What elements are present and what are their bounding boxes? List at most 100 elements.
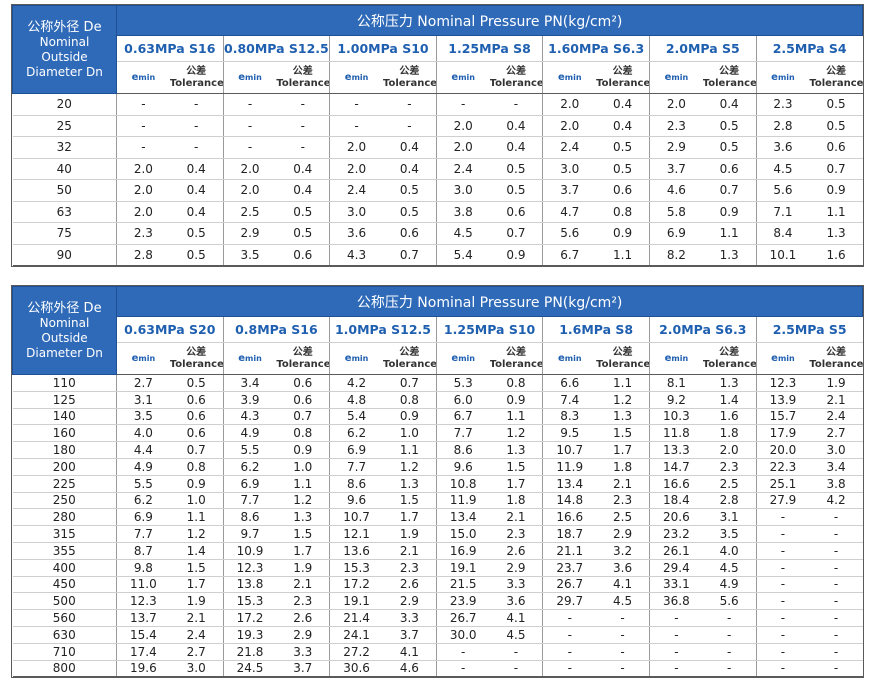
emin-cell: - xyxy=(648,609,703,627)
tolerance-cell: - xyxy=(702,660,757,678)
table-row: 225 5.5 0.9 6.9 1.1 8.6 1.3 10.8 1.7 13.4 2.1 16.6 2… xyxy=(12,475,863,493)
tolerance-cell: 1.0 xyxy=(276,458,330,476)
emin-cell: 16.6 xyxy=(648,475,703,493)
tolerance-cell: - xyxy=(596,660,650,678)
tolerance-cell: 1.9 xyxy=(382,525,437,543)
tolerance-cell: 0.9 xyxy=(489,391,543,409)
tolerance-cell: 0.5 xyxy=(382,179,437,202)
emin-cell: - xyxy=(755,643,810,661)
tolerance-en: Tolerance xyxy=(596,358,650,370)
tolerance-en: Tolerance xyxy=(169,358,224,370)
emin-letter: e xyxy=(557,352,565,364)
tolerance-cell: 0.4 xyxy=(169,158,224,180)
tolerance-cell: 2.3 xyxy=(489,525,543,543)
emin-header: emin xyxy=(542,342,597,375)
tolerance-cell: 1.5 xyxy=(276,525,330,543)
tolerance-cell: 2.9 xyxy=(382,592,437,611)
emin-cell: 15.3 xyxy=(222,592,277,611)
emin-letter: e xyxy=(344,352,352,364)
table-row: 250 6.2 1.0 7.7 1.2 9.6 1.5 11.9 1.8 14.8 2.3 18.4 2… xyxy=(12,492,863,510)
tolerance-en: Tolerance xyxy=(276,358,330,370)
emin-cell: 21.8 xyxy=(222,643,277,661)
emin-cell: 5.8 xyxy=(648,201,703,223)
emin-cell: 24.5 xyxy=(222,660,277,678)
tolerance-cell: 1.6 xyxy=(702,408,757,426)
tolerance-cell: 3.0 xyxy=(169,660,224,678)
tolerance-cell: 1.7 xyxy=(489,475,543,493)
emin-cell: 33.1 xyxy=(648,576,703,594)
tolerance-cell: 0.9 xyxy=(169,475,224,493)
table-row: 180 4.4 0.7 5.5 0.9 6.9 1.1 8.6 1.3 10.7 1.7 13.3 2.… xyxy=(12,441,863,459)
tolerance-cell: 1.0 xyxy=(382,424,437,443)
tolerance-en: Tolerance xyxy=(809,358,863,370)
table-row: 280 6.9 1.1 8.6 1.3 10.7 1.7 13.4 2.1 16.6 2.5 20.6… xyxy=(12,508,863,527)
emin-cell: 6.6 xyxy=(542,374,597,392)
pressure-class-row: 0.63MPa S16 0.80MPa S12.5 1.00MPa S10 1.25M… xyxy=(13,35,863,62)
tolerance-header: 公差 Tolerance xyxy=(702,61,757,94)
emin-cell: 20.0 xyxy=(755,441,810,459)
header-de-en-2: Outside xyxy=(41,49,88,64)
tolerance-cell: 0.8 xyxy=(596,201,650,223)
emin-subscript: min xyxy=(777,72,795,82)
emin-subscript: min xyxy=(777,353,795,363)
tolerance-cell: - xyxy=(809,542,863,560)
tolerance-cell: 0.5 xyxy=(596,158,650,180)
tolerance-cell: 1.5 xyxy=(489,458,543,476)
emin-subscript: min xyxy=(245,72,262,82)
emin-cell: 13.9 xyxy=(755,391,810,409)
emin-cell: 26.7 xyxy=(542,576,597,594)
tolerance-cell: 3.1 xyxy=(702,508,757,527)
tolerance-en: Tolerance xyxy=(169,77,224,89)
emin-cell: 6.9 xyxy=(329,441,383,459)
tolerance-cell: 2.1 xyxy=(169,609,224,627)
pressure-class-header: 0.63MPa S20 xyxy=(116,316,224,343)
emin-cell: - xyxy=(755,576,810,594)
emin-cell: 10.1 xyxy=(755,244,810,266)
outside-diameter-cell: 63 xyxy=(12,201,117,223)
emin-letter: e xyxy=(131,71,139,83)
tolerance-cell: 1.2 xyxy=(169,525,224,543)
emin-cell: 7.7 xyxy=(115,525,170,543)
tolerance-zh: 公差 xyxy=(719,346,740,358)
tolerance-cell: - xyxy=(809,660,863,678)
emin-letter: e xyxy=(131,352,139,364)
emin-cell: 21.1 xyxy=(542,542,597,560)
emin-cell: 6.9 xyxy=(648,222,703,245)
emin-subscript: min xyxy=(564,72,582,82)
tolerance-cell: 0.7 xyxy=(276,408,330,426)
tolerance-cell: 0.7 xyxy=(489,222,543,245)
table-row: 75 2.3 0.5 2.9 0.5 3.6 0.6 4.5 0.7 5.6 0.9 6.9 1.1 8.… xyxy=(12,222,863,245)
tolerance-cell: 4.1 xyxy=(489,609,543,627)
tolerance-header: 公差 Tolerance xyxy=(489,61,543,94)
emin-cell: - xyxy=(648,643,703,661)
emin-cell: - xyxy=(755,626,810,644)
emin-cell: 15.7 xyxy=(755,408,810,426)
emin-cell: 3.0 xyxy=(329,201,383,223)
emin-subscript: min xyxy=(458,353,475,363)
tolerance-cell: - xyxy=(596,609,650,627)
tolerance-cell: - xyxy=(382,115,437,137)
pressure-class-header: 1.25MPa S10 xyxy=(435,316,543,343)
tolerance-cell: - xyxy=(169,136,224,159)
tolerance-cell: 1.2 xyxy=(489,424,543,443)
emin-cell: 9.2 xyxy=(648,391,703,409)
outside-diameter-cell: 560 xyxy=(12,609,117,627)
outside-diameter-cell: 125 xyxy=(12,391,117,409)
tolerance-header: 公差 Tolerance xyxy=(596,61,650,94)
emin-subscript: min xyxy=(564,353,582,363)
tolerance-cell: 0.5 xyxy=(169,222,224,245)
tolerance-cell: - xyxy=(596,626,650,644)
tolerance-cell: - xyxy=(702,626,757,644)
emin-letter: e xyxy=(771,71,778,83)
tolerance-cell: 0.4 xyxy=(489,115,543,137)
table-row: 140 3.5 0.6 4.3 0.7 5.4 0.9 6.7 1.1 8.3 1.3 10.3 1.6… xyxy=(12,408,863,426)
emin-cell: 3.5 xyxy=(222,244,277,266)
tolerance-header: 公差 Tolerance xyxy=(489,342,543,375)
emin-cell: - xyxy=(755,609,810,627)
emin-cell: 8.3 xyxy=(542,408,597,426)
emin-cell: - xyxy=(755,525,810,543)
tolerance-cell: - xyxy=(809,508,863,527)
emin-subscript: min xyxy=(458,72,475,82)
emin-cell: 8.1 xyxy=(648,374,703,392)
emin-cell: 3.6 xyxy=(755,136,810,159)
